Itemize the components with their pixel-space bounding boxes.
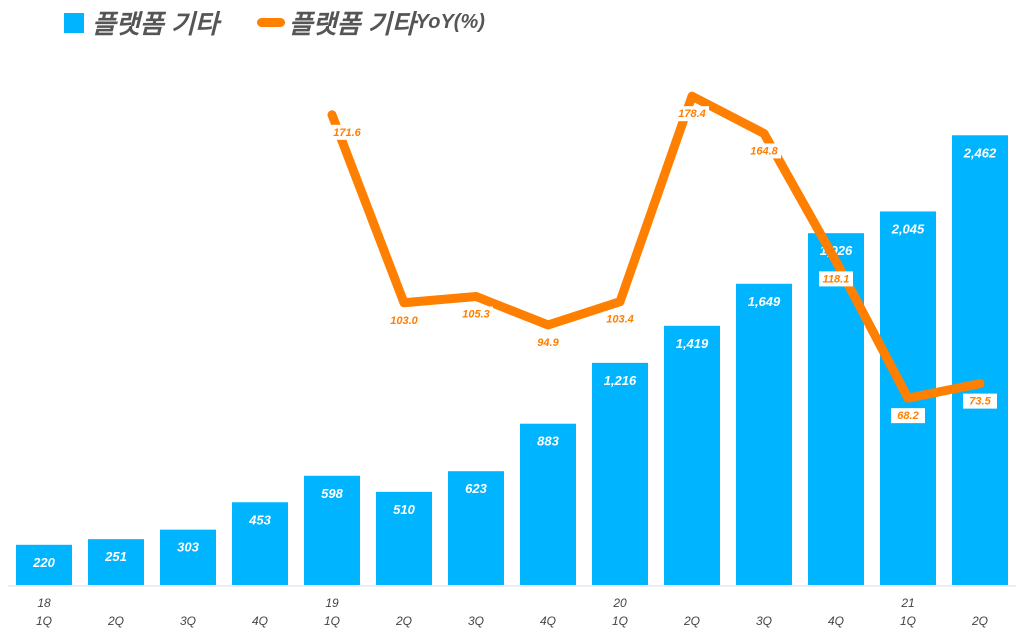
yoy-label-bg xyxy=(891,408,925,424)
bar-data-label: 510 xyxy=(393,502,415,517)
yoy-data-label: 94.9 xyxy=(537,337,559,349)
yoy-label-bg xyxy=(603,311,637,327)
bar-data-label: 2,462 xyxy=(963,145,997,160)
yoy-label-bg xyxy=(387,312,421,328)
x-tick-label: 4Q xyxy=(252,614,268,628)
yoy-label-bg xyxy=(963,393,997,409)
bar-data-label: 303 xyxy=(177,540,199,555)
legend-line-swatch-icon xyxy=(256,18,285,27)
bar-data-label: 251 xyxy=(104,549,127,564)
x-tick-label: 1Q xyxy=(324,614,340,628)
bar-data-label: 623 xyxy=(465,481,487,496)
x-year-label: 18 xyxy=(37,596,51,610)
bar-data-label: 598 xyxy=(321,486,343,501)
legend-line-label: 플랫폼 기타 xyxy=(288,9,416,39)
bar-data-label: 1,649 xyxy=(748,294,781,309)
bar xyxy=(16,544,72,585)
x-tick-label: 4Q xyxy=(540,614,556,628)
bar-data-label: 1,216 xyxy=(604,373,637,388)
x-tick-label: 2Q xyxy=(971,614,988,628)
x-tick-label: 2Q xyxy=(107,614,124,628)
bar-data-label: 453 xyxy=(248,512,271,527)
bar xyxy=(592,362,648,585)
legend-item-line: 플랫폼 기타 YoY(%) xyxy=(256,4,485,41)
x-tick-label: 3Q xyxy=(468,614,484,628)
legend-bar-swatch-icon xyxy=(64,12,84,33)
bar xyxy=(664,325,720,585)
yoy-data-label: 103.0 xyxy=(390,315,418,327)
x-tick-label: 2Q xyxy=(683,614,700,628)
bar xyxy=(232,502,288,585)
x-tick-label: 3Q xyxy=(180,614,196,628)
x-year-label: 21 xyxy=(900,596,914,610)
x-year-label: 19 xyxy=(325,596,339,610)
bar xyxy=(736,283,792,585)
bar-data-label: 2,045 xyxy=(891,221,925,236)
yoy-label-bg xyxy=(747,143,781,159)
bar xyxy=(376,491,432,585)
bar xyxy=(520,423,576,585)
bar xyxy=(304,475,360,585)
bar xyxy=(88,539,144,585)
yoy-data-label: 171.6 xyxy=(333,127,361,139)
bar-data-label: 220 xyxy=(32,555,55,570)
yoy-data-label: 178.4 xyxy=(678,108,706,120)
x-tick-label: 1Q xyxy=(900,614,916,628)
yoy-label-bg xyxy=(459,306,493,322)
bar xyxy=(952,135,1008,586)
yoy-data-label: 118.1 xyxy=(823,273,850,285)
x-tick-label: 1Q xyxy=(612,614,628,628)
bar-data-label: 1,419 xyxy=(676,336,709,351)
yoy-label-bg xyxy=(330,124,364,140)
legend-item-bar: 플랫폼 기타 xyxy=(64,4,219,41)
bar xyxy=(160,529,216,585)
bar-data-label: 883 xyxy=(537,434,559,449)
yoy-label-bg xyxy=(819,271,853,287)
yoy-label-bg xyxy=(531,334,565,350)
x-tick-label: 3Q xyxy=(756,614,772,628)
bar xyxy=(448,471,504,585)
legend-bar-label: 플랫폼 기타 xyxy=(92,9,219,39)
yoy-data-label: 68.2 xyxy=(897,410,918,422)
yoy-line xyxy=(327,91,985,403)
x-tick-label: 2Q xyxy=(395,614,412,628)
x-year-label: 20 xyxy=(612,596,627,610)
yoy-data-label: 164.8 xyxy=(750,145,778,157)
x-tick-label: 1Q xyxy=(36,614,52,628)
legend-line-suffix: YoY(%) xyxy=(415,11,485,33)
x-tick-label: 4Q xyxy=(828,614,844,628)
yoy-data-label: 73.5 xyxy=(969,396,991,408)
legend: 플랫폼 기타 플랫폼 기타 YoY(%) xyxy=(64,4,523,41)
yoy-label-bg xyxy=(675,106,709,122)
yoy-data-label: 105.3 xyxy=(462,308,490,320)
yoy-data-label: 103.4 xyxy=(606,314,634,326)
